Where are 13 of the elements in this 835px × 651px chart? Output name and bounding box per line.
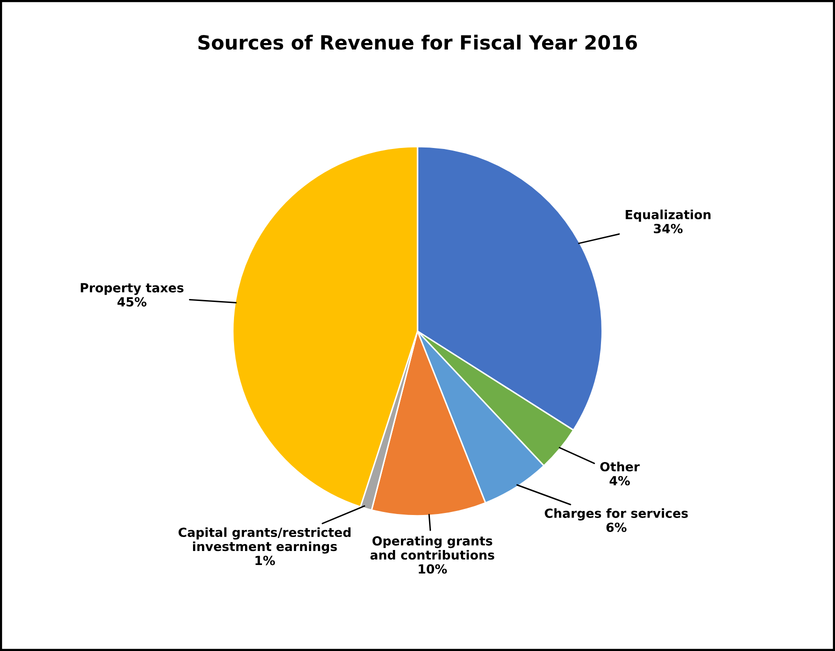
slice-label: Charges for services — [544, 508, 688, 520]
slice-label: Property taxes — [80, 283, 184, 295]
data-label: 1% — [256, 556, 275, 566]
data-label: 4% — [610, 476, 630, 486]
data-label: 34% — [654, 224, 683, 234]
data-label: 45% — [117, 297, 146, 307]
chart-title: Sources of Revenue for Fiscal Year 2016 — [198, 34, 637, 50]
slice-label: Capital grants/restricted investment earnings — [178, 527, 351, 554]
slice-label: Other — [600, 462, 640, 472]
slice-label: Operating grants and contributions — [370, 536, 494, 560]
data-label: 6% — [606, 522, 626, 532]
data-label: 10% — [418, 564, 447, 574]
slice-label: Equalization — [626, 210, 710, 222]
